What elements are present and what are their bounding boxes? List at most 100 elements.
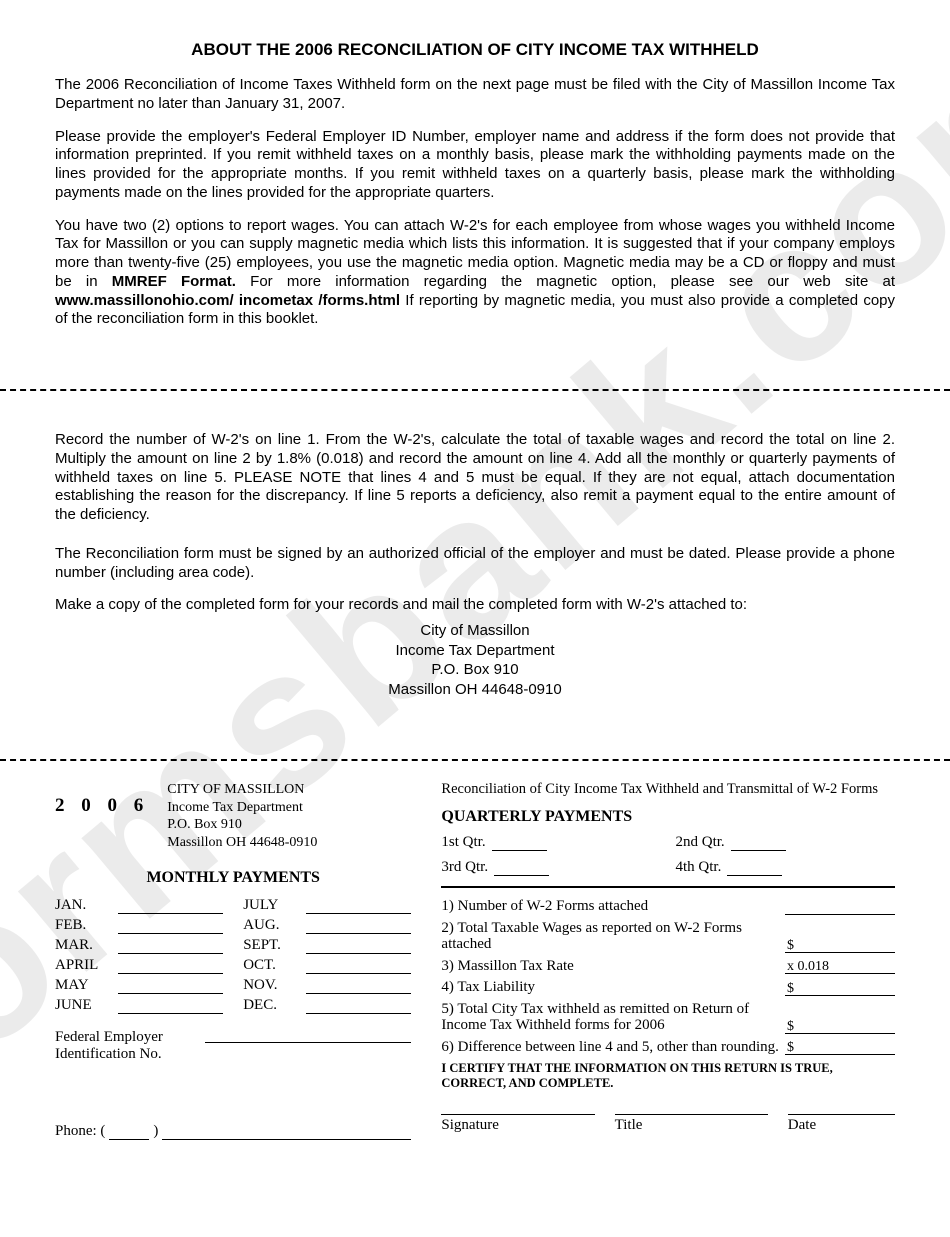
month-row: MAY	[55, 977, 223, 994]
line-desc: 1) Number of W-2 Forms attached	[441, 898, 779, 915]
qtr-label: 3rd Qtr.	[441, 859, 488, 876]
month-row: NOV.	[243, 977, 411, 994]
month-label: FEB.	[55, 917, 110, 934]
month-input[interactable]	[118, 980, 223, 994]
month-row: JUNE	[55, 997, 223, 1014]
month-input[interactable]	[118, 960, 223, 974]
month-input[interactable]	[118, 900, 223, 914]
qtr-label: 1st Qtr.	[441, 834, 485, 851]
line-input[interactable]: $	[785, 1040, 895, 1055]
months-col-1: JAN. FEB. MAR. APRIL MAY JUNE	[55, 897, 223, 1017]
qtr-label: 4th Qtr.	[676, 859, 722, 876]
month-label: JUNE	[55, 997, 110, 1014]
form-line-5: 5) Total City Tax withheld as remitted o…	[441, 1001, 895, 1034]
title-label: Title	[615, 1117, 768, 1134]
divider-line	[441, 886, 895, 888]
addr-line-2: Income Tax Department	[55, 641, 895, 661]
dashed-separator-1	[0, 389, 950, 391]
form-left-column: 2 0 0 6 CITY OF MASSILLON Income Tax Dep…	[55, 781, 411, 1140]
date-label: Date	[788, 1117, 895, 1134]
form-header-row: 2 0 0 6 CITY OF MASSILLON Income Tax Dep…	[55, 781, 411, 851]
line-input[interactable]: $	[785, 938, 895, 953]
intro-para-2: Please provide the employer's Federal Em…	[55, 128, 895, 203]
month-input[interactable]	[306, 920, 411, 934]
qtr-input[interactable]	[492, 837, 547, 851]
month-label: MAR.	[55, 937, 110, 954]
qtr-input[interactable]	[494, 862, 549, 876]
fein-label: Federal Employer Identification No.	[55, 1029, 195, 1063]
form-line-2: 2) Total Taxable Wages as reported on W-…	[441, 920, 895, 953]
intro-para-3: You have two (2) options to report wages…	[55, 217, 895, 330]
tax-year: 2 0 0 6	[55, 781, 149, 851]
month-label: NOV.	[243, 977, 298, 994]
addr-line-3: P.O. Box 910	[55, 660, 895, 680]
month-row: MAR.	[55, 937, 223, 954]
phone-area-input[interactable]	[109, 1126, 149, 1140]
form-line-6: 6) Difference between line 4 and 5, othe…	[441, 1039, 895, 1056]
qtr-item: 1st Qtr.	[441, 834, 645, 851]
form-addr-1: CITY OF MASSILLON	[167, 781, 317, 799]
title-field: Title	[615, 1099, 768, 1134]
month-row: APRIL	[55, 957, 223, 974]
month-input[interactable]	[306, 960, 411, 974]
addr-line-1: City of Massillon	[55, 621, 895, 641]
month-input[interactable]	[306, 980, 411, 994]
phone-number-input[interactable]	[162, 1126, 411, 1140]
month-row: SEPT.	[243, 937, 411, 954]
month-input[interactable]	[118, 940, 223, 954]
line-input[interactable]	[785, 900, 895, 915]
qtr-input[interactable]	[727, 862, 782, 876]
signature-field: Signature	[441, 1099, 594, 1134]
qtr-label: 2nd Qtr.	[676, 834, 725, 851]
line-desc: 3) Massillon Tax Rate	[441, 958, 779, 975]
addr-line-4: Massillon OH 44648-0910	[55, 680, 895, 700]
month-label: MAY	[55, 977, 110, 994]
instructions-para-3: Make a copy of the completed form for yo…	[55, 596, 895, 615]
line-value: x 0.018	[785, 959, 895, 974]
phone-row: Phone: ( )	[55, 1123, 411, 1140]
qtr-item: 4th Qtr.	[676, 859, 880, 876]
month-input[interactable]	[306, 940, 411, 954]
form-line-4: 4) Tax Liability $	[441, 979, 895, 996]
line-desc: 6) Difference between line 4 and 5, othe…	[441, 1039, 779, 1056]
month-row: JULY	[243, 897, 411, 914]
line-input[interactable]: $	[785, 1019, 895, 1034]
date-input[interactable]	[788, 1099, 895, 1115]
date-field: Date	[788, 1099, 895, 1134]
page-title: ABOUT THE 2006 RECONCILIATION OF CITY IN…	[55, 40, 895, 60]
monthly-payments-grid: JAN. FEB. MAR. APRIL MAY JUNE JULY AUG. …	[55, 897, 411, 1017]
month-input[interactable]	[118, 920, 223, 934]
month-label: SEPT.	[243, 937, 298, 954]
month-label: APRIL	[55, 957, 110, 974]
qtr-item: 3rd Qtr.	[441, 859, 645, 876]
p3-bold: MMREF Format.	[112, 273, 236, 290]
signature-row: Signature Title Date	[441, 1099, 895, 1134]
line-input[interactable]: $	[785, 981, 895, 996]
signature-input[interactable]	[441, 1099, 594, 1115]
month-row: AUG.	[243, 917, 411, 934]
month-row: OCT.	[243, 957, 411, 974]
fein-input[interactable]	[205, 1029, 411, 1043]
month-input[interactable]	[306, 1000, 411, 1014]
qtr-item: 2nd Qtr.	[676, 834, 880, 851]
dashed-separator-2	[0, 759, 950, 761]
month-label: AUG.	[243, 917, 298, 934]
certify-statement: I CERTIFY THAT THE INFORMATION ON THIS R…	[441, 1061, 895, 1091]
signature-label: Signature	[441, 1117, 594, 1134]
month-row: DEC.	[243, 997, 411, 1014]
form-addr-2: Income Tax Department	[167, 799, 317, 817]
month-label: JAN.	[55, 897, 110, 914]
p3-text-b: For more information regarding the magne…	[236, 273, 895, 290]
months-col-2: JULY AUG. SEPT. OCT. NOV. DEC.	[243, 897, 411, 1017]
reconciliation-title: Reconciliation of City Income Tax Withhe…	[441, 781, 895, 798]
month-input[interactable]	[306, 900, 411, 914]
qtr-input[interactable]	[731, 837, 786, 851]
monthly-payments-title: MONTHLY PAYMENTS	[55, 869, 411, 887]
line-desc: 5) Total City Tax withheld as remitted o…	[441, 1001, 779, 1034]
p3-link: www.massillonohio.com/ incometax /forms.…	[55, 292, 400, 309]
month-label: DEC.	[243, 997, 298, 1014]
month-input[interactable]	[118, 1000, 223, 1014]
quarterly-payments-title: QUARTERLY PAYMENTS	[441, 808, 895, 826]
instructions-para-1: Record the number of W-2's on line 1. Fr…	[55, 431, 895, 525]
title-input[interactable]	[615, 1099, 768, 1115]
